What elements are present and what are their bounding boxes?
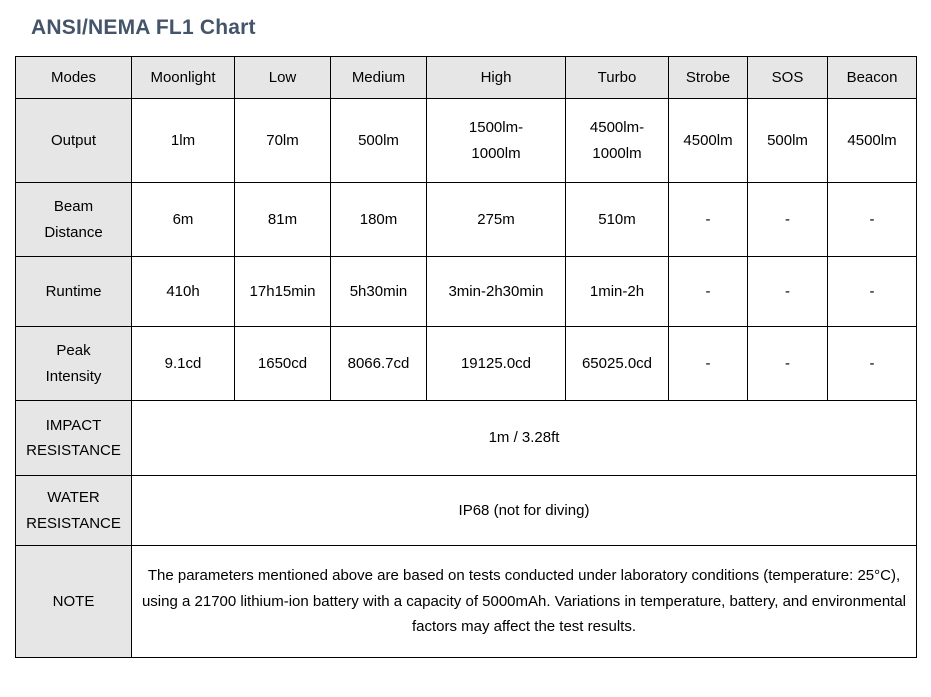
table-row-peak-intensity: Peak Intensity 9.1cd 1650cd 8066.7cd 191… bbox=[15, 326, 917, 401]
table-row-note: NOTE The parameters mentioned above are … bbox=[15, 545, 917, 658]
table-cell: 410h bbox=[131, 256, 235, 327]
row-label-runtime: Runtime bbox=[15, 256, 132, 327]
table-cell: 9.1cd bbox=[131, 326, 235, 401]
water-resistance-value: IP68 (not for diving) bbox=[131, 475, 917, 546]
table-cell: - bbox=[668, 326, 748, 401]
row-label-output: Output bbox=[15, 98, 132, 183]
table-cell: 81m bbox=[234, 182, 331, 257]
table-cell: - bbox=[827, 326, 917, 401]
table-cell: 70lm bbox=[234, 98, 331, 183]
header-cell-low: Low bbox=[234, 56, 331, 99]
row-label-note: NOTE bbox=[15, 545, 132, 658]
row-label-impact-resistance: IMPACT RESISTANCE bbox=[15, 400, 132, 476]
table-cell: 19125.0cd bbox=[426, 326, 566, 401]
table-cell: - bbox=[747, 256, 828, 327]
table-cell: - bbox=[827, 182, 917, 257]
header-cell-medium: Medium bbox=[330, 56, 427, 99]
table-cell: 5h30min bbox=[330, 256, 427, 327]
table-cell: - bbox=[747, 182, 828, 257]
table-cell: 4500lm bbox=[827, 98, 917, 183]
table-cell: 6m bbox=[131, 182, 235, 257]
table-cell: - bbox=[668, 256, 748, 327]
table-row-beam-distance: Beam Distance 6m 81m 180m 275m 510m - - … bbox=[15, 182, 917, 257]
header-cell-moonlight: Moonlight bbox=[131, 56, 235, 99]
table-cell: 500lm bbox=[330, 98, 427, 183]
table-row-output: Output 1lm 70lm 500lm 1500lm- 1000lm 450… bbox=[15, 98, 917, 183]
header-row: Modes Moonlight Low Medium High Turbo St… bbox=[15, 56, 917, 99]
row-label-beam-distance: Beam Distance bbox=[15, 182, 132, 257]
header-cell-beacon: Beacon bbox=[827, 56, 917, 99]
table-row-impact-resistance: IMPACT RESISTANCE 1m / 3.28ft bbox=[15, 400, 917, 476]
row-label-peak-intensity: Peak Intensity bbox=[15, 326, 132, 401]
header-cell-modes: Modes bbox=[15, 56, 132, 99]
row-label-water-resistance: WATER RESISTANCE bbox=[15, 475, 132, 546]
table-row-runtime: Runtime 410h 17h15min 5h30min 3min-2h30m… bbox=[15, 256, 917, 327]
impact-resistance-value: 1m / 3.28ft bbox=[131, 400, 917, 476]
table-cell: 4500lm- 1000lm bbox=[565, 98, 669, 183]
fl1-table: Modes Moonlight Low Medium High Turbo St… bbox=[15, 56, 917, 658]
header-cell-high: High bbox=[426, 56, 566, 99]
table-cell: 1650cd bbox=[234, 326, 331, 401]
table-cell: 1lm bbox=[131, 98, 235, 183]
table-cell: 17h15min bbox=[234, 256, 331, 327]
header-cell-strobe: Strobe bbox=[668, 56, 748, 99]
table-cell: 3min-2h30min bbox=[426, 256, 566, 327]
table-cell: - bbox=[747, 326, 828, 401]
table-cell: 180m bbox=[330, 182, 427, 257]
note-text: The parameters mentioned above are based… bbox=[131, 545, 917, 658]
table-cell: 510m bbox=[565, 182, 669, 257]
table-cell: 1min-2h bbox=[565, 256, 669, 327]
page-title: ANSI/NEMA FL1 Chart bbox=[31, 16, 256, 39]
table-cell: - bbox=[827, 256, 917, 327]
table-cell: 275m bbox=[426, 182, 566, 257]
table-cell: - bbox=[668, 182, 748, 257]
table-cell: 4500lm bbox=[668, 98, 748, 183]
table-row-water-resistance: WATER RESISTANCE IP68 (not for diving) bbox=[15, 475, 917, 546]
header-cell-sos: SOS bbox=[747, 56, 828, 99]
table-cell: 1500lm- 1000lm bbox=[426, 98, 566, 183]
header-cell-turbo: Turbo bbox=[565, 56, 669, 99]
table-cell: 8066.7cd bbox=[330, 326, 427, 401]
table-cell: 65025.0cd bbox=[565, 326, 669, 401]
table-cell: 500lm bbox=[747, 98, 828, 183]
